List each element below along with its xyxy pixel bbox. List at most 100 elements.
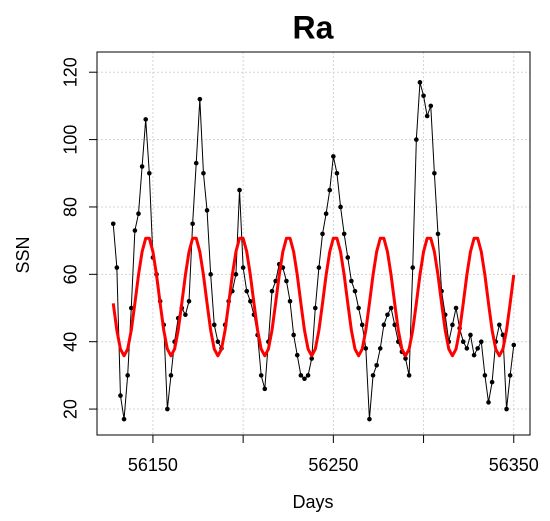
data-point xyxy=(338,204,343,210)
data-point xyxy=(258,373,264,378)
data-point xyxy=(237,187,242,193)
data-point xyxy=(367,416,372,422)
data-point xyxy=(165,406,170,412)
data-point xyxy=(323,211,329,216)
data-point xyxy=(363,346,369,351)
x-tick-label: 56150 xyxy=(128,455,178,475)
data-point xyxy=(201,170,206,176)
data-point xyxy=(475,346,480,351)
data-point xyxy=(313,305,318,311)
data-point xyxy=(309,356,314,361)
data-point xyxy=(193,160,199,166)
data-point xyxy=(334,170,340,176)
data-point xyxy=(410,265,416,270)
data-point xyxy=(320,231,325,237)
y-tick-label: 60 xyxy=(61,264,81,284)
data-point xyxy=(349,278,354,284)
data-point xyxy=(511,342,517,348)
data-point xyxy=(482,373,488,378)
series-line xyxy=(112,81,515,420)
data-point xyxy=(478,339,484,344)
data-point xyxy=(211,322,217,328)
series-line xyxy=(111,236,516,358)
data-point xyxy=(305,373,311,378)
data-point xyxy=(125,373,130,378)
data-point xyxy=(262,386,268,392)
y-axis-label: SSN xyxy=(13,236,33,273)
data-point xyxy=(121,416,127,422)
data-point xyxy=(114,265,120,270)
chart-title: Ra xyxy=(293,9,334,45)
data-point xyxy=(215,339,221,344)
data-point xyxy=(450,322,455,328)
data-point xyxy=(417,80,423,85)
data-point xyxy=(341,231,347,237)
data-point xyxy=(356,305,361,311)
data-point xyxy=(273,278,278,284)
data-point xyxy=(139,164,145,169)
data-point xyxy=(128,305,134,311)
data-point xyxy=(403,356,408,361)
data-point xyxy=(489,379,495,385)
data-point xyxy=(183,312,188,318)
data-point xyxy=(388,305,394,311)
data-point xyxy=(197,96,203,102)
y-tick-label: 40 xyxy=(61,332,81,352)
data-point xyxy=(359,322,365,328)
data-point xyxy=(327,187,333,193)
data-point xyxy=(331,154,336,159)
data-point xyxy=(377,346,383,351)
data-point xyxy=(468,332,473,338)
data-point xyxy=(143,117,149,122)
data-point xyxy=(428,103,434,109)
plot-frame xyxy=(96,51,531,436)
data-point xyxy=(132,228,138,233)
data-point xyxy=(352,288,358,294)
data-point xyxy=(424,113,430,119)
data-point xyxy=(302,376,307,382)
data-point xyxy=(233,272,239,277)
data-point xyxy=(269,288,275,294)
data-point xyxy=(392,322,397,328)
x-tick-label: 56250 xyxy=(308,455,358,475)
data-point xyxy=(240,265,246,270)
data-point xyxy=(248,298,253,304)
data-point xyxy=(374,362,379,368)
data-point xyxy=(385,312,390,318)
data-point xyxy=(504,406,509,412)
data-point xyxy=(453,305,459,311)
data-point xyxy=(421,93,426,99)
data-point xyxy=(435,231,441,237)
data-point xyxy=(291,332,296,338)
data-point xyxy=(294,352,300,358)
data-point xyxy=(316,265,322,270)
data-point xyxy=(381,322,387,328)
data-point xyxy=(118,393,123,398)
data-point xyxy=(370,373,376,378)
y-tick-label: 100 xyxy=(61,125,81,155)
data-point xyxy=(507,373,513,378)
y-tick-label: 120 xyxy=(61,57,81,87)
data-point xyxy=(406,373,412,378)
data-point xyxy=(298,373,304,378)
data-point xyxy=(486,400,491,405)
data-point xyxy=(110,221,116,227)
data-point xyxy=(186,298,192,304)
data-point xyxy=(284,278,289,284)
data-point xyxy=(136,211,141,216)
data-point xyxy=(168,373,174,378)
y-tick-label: 80 xyxy=(61,197,81,217)
data-point xyxy=(345,255,351,260)
data-point xyxy=(204,208,210,213)
data-point xyxy=(460,339,466,344)
data-point xyxy=(414,137,419,142)
data-point xyxy=(432,170,437,176)
data-point xyxy=(190,221,195,227)
data-point xyxy=(464,346,470,351)
y-tick-label: 20 xyxy=(61,399,81,419)
x-axis-label: Days xyxy=(292,492,333,512)
data-point xyxy=(244,288,250,294)
data-point xyxy=(471,352,477,358)
x-tick-label: 56350 xyxy=(489,455,539,475)
